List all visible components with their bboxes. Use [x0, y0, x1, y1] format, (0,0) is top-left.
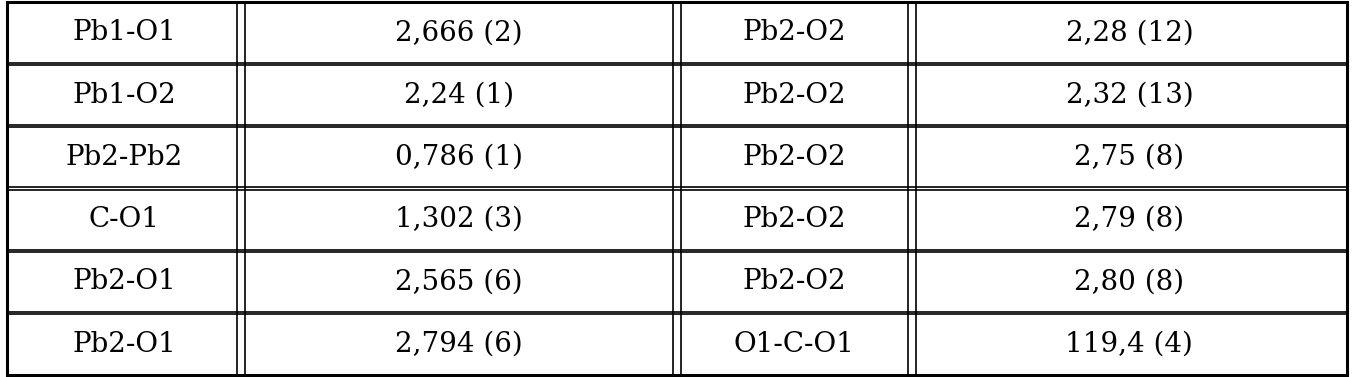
Text: 2,79 (8): 2,79 (8): [1074, 206, 1185, 233]
Text: 2,28 (12): 2,28 (12): [1066, 20, 1193, 46]
Text: 2,32 (13): 2,32 (13): [1066, 82, 1193, 109]
Text: 0,786 (1): 0,786 (1): [395, 144, 523, 171]
Text: Pb2-O2: Pb2-O2: [742, 20, 846, 46]
Text: C-O1: C-O1: [88, 206, 160, 233]
Text: Pb2-O1: Pb2-O1: [72, 331, 176, 357]
Text: 2,666 (2): 2,666 (2): [395, 20, 523, 46]
Text: 2,794 (6): 2,794 (6): [395, 331, 523, 357]
Text: 119,4 (4): 119,4 (4): [1066, 331, 1193, 357]
Text: Pb2-O1: Pb2-O1: [72, 268, 176, 295]
Text: Pb2-O2: Pb2-O2: [742, 144, 846, 171]
Text: Pb1-O1: Pb1-O1: [72, 20, 176, 46]
Text: Pb2-Pb2: Pb2-Pb2: [65, 144, 183, 171]
Text: 1,302 (3): 1,302 (3): [395, 206, 523, 233]
Text: Pb1-O2: Pb1-O2: [72, 82, 176, 109]
Text: Pb2-O2: Pb2-O2: [742, 206, 846, 233]
Text: 2,80 (8): 2,80 (8): [1074, 268, 1185, 295]
Text: 2,75 (8): 2,75 (8): [1074, 144, 1185, 171]
Text: O1-C-O1: O1-C-O1: [734, 331, 854, 357]
Text: 2,565 (6): 2,565 (6): [395, 268, 523, 295]
Text: Pb2-O2: Pb2-O2: [742, 82, 846, 109]
Text: 2,24 (1): 2,24 (1): [403, 82, 515, 109]
Text: Pb2-O2: Pb2-O2: [742, 268, 846, 295]
